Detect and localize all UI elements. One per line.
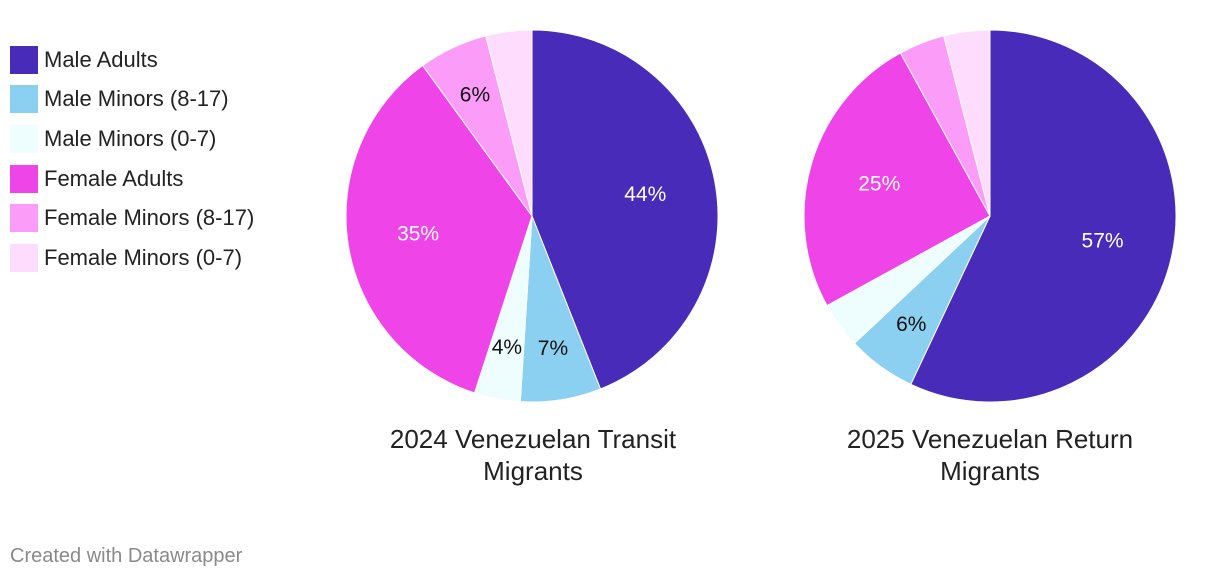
pie-label-2025: 6% bbox=[896, 313, 926, 336]
pie-slice-2024-female-adults bbox=[345, 64, 533, 394]
legend-swatch bbox=[10, 85, 38, 114]
pie-slice-2025-female-adults bbox=[803, 52, 991, 307]
pie-title-2024: 2024 Venezuelan Transit Migrants bbox=[389, 424, 677, 486]
legend-item-female-minors-0-7: Female Minors (0-7) bbox=[10, 238, 254, 278]
legend-label: Male Minors (8-17) bbox=[44, 86, 229, 112]
legend: Male Adults Male Minors (8-17) Male Mino… bbox=[10, 40, 254, 278]
legend-swatch bbox=[10, 124, 38, 153]
legend-label: Female Adults bbox=[44, 165, 184, 191]
legend-swatch bbox=[10, 204, 38, 233]
footer-credit: Created with Datawrapper bbox=[10, 545, 243, 567]
legend-item-male-minors-0-7: Male Minors (0-7) bbox=[10, 119, 254, 159]
legend-label: Male Adults bbox=[44, 46, 158, 72]
pie-slice-2025-male-adults bbox=[910, 29, 1177, 403]
legend-item-female-minors-8-17: Female Minors (8-17) bbox=[10, 198, 254, 238]
pie-title-2025: 2025 Venezuelan Return Migrants bbox=[846, 424, 1134, 486]
legend-label: Female Minors (8-17) bbox=[44, 205, 255, 231]
pie-slice-2024-female-minors-0-7 bbox=[485, 29, 533, 217]
pie-slice-2025-female-minors-0-7 bbox=[943, 29, 991, 217]
pie-label-2024: 35% bbox=[397, 223, 439, 246]
pie-label-2024: 6% bbox=[460, 83, 490, 106]
legend-label: Female Minors (0-7) bbox=[44, 244, 243, 270]
pie-label-2024: 7% bbox=[538, 337, 568, 360]
legend-swatch bbox=[10, 243, 38, 272]
legend-item-male-minors-8-17: Male Minors (8-17) bbox=[10, 80, 254, 120]
legend-label: Male Minors (0-7) bbox=[44, 125, 217, 151]
pie-slice-2024-male-adults bbox=[531, 29, 719, 390]
pie-label-2024: 4% bbox=[492, 336, 522, 359]
pie-2025: 57% 6% 25% bbox=[803, 29, 1177, 403]
legend-swatch bbox=[10, 164, 38, 193]
legend-swatch bbox=[10, 45, 38, 74]
pie-2024: 44% 7% 4% 35% 6% bbox=[345, 29, 719, 403]
pie-label-2024: 44% bbox=[624, 183, 666, 206]
legend-item-male-adults: Male Adults bbox=[10, 40, 254, 80]
pie-label-2025: 25% bbox=[858, 172, 900, 195]
pie-label-2025: 57% bbox=[1082, 230, 1124, 253]
legend-item-female-adults: Female Adults bbox=[10, 159, 254, 199]
